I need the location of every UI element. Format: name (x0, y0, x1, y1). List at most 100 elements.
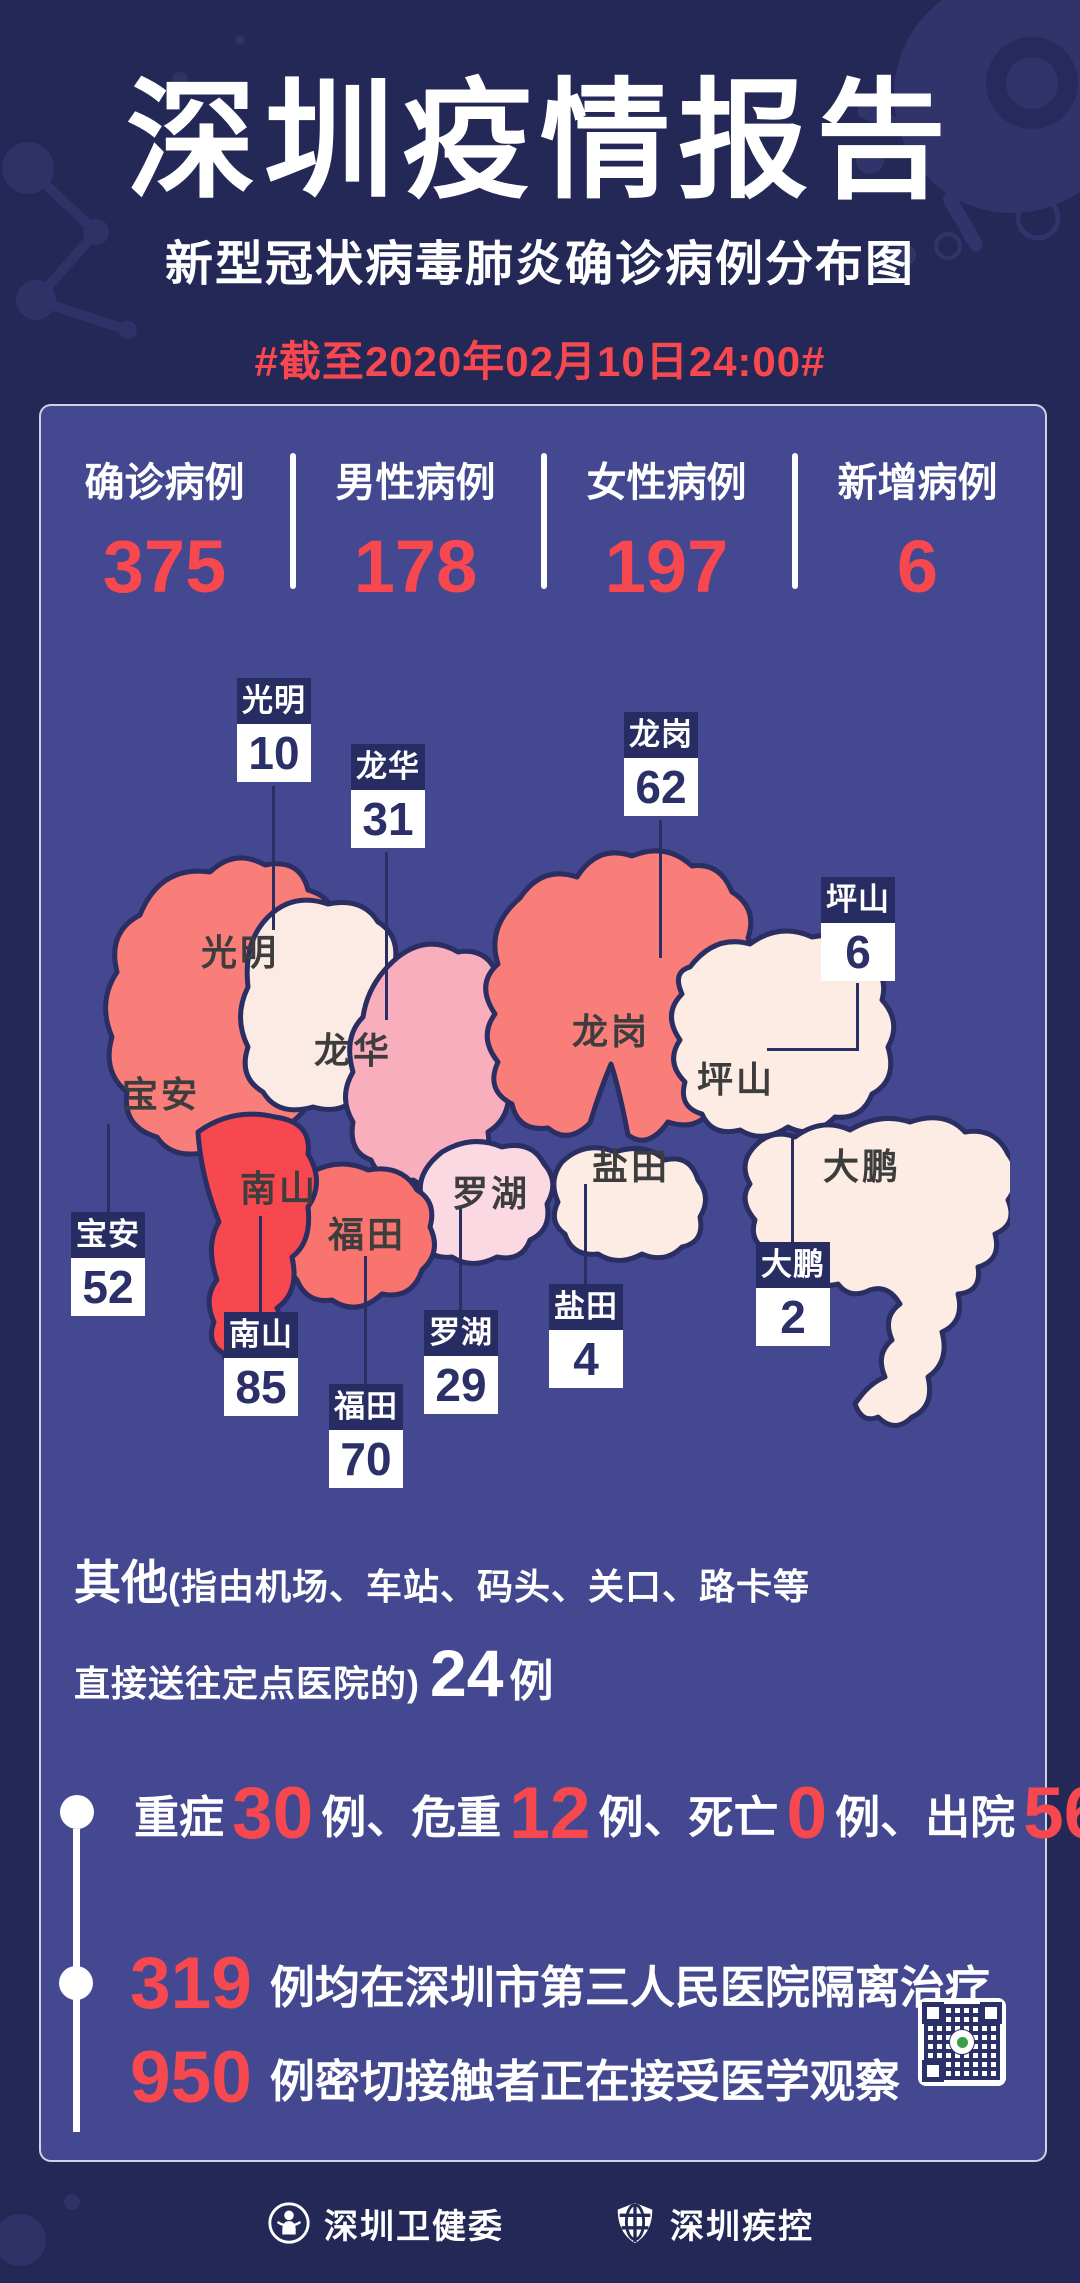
callout-district-name: 龙岗 (624, 712, 698, 758)
map-label-longgang: 龙岗 (571, 1011, 651, 1052)
severity-value: 56 (1023, 1772, 1080, 1854)
callout-longhua: 龙华 31 (351, 744, 425, 848)
map-label-futian: 福田 (327, 1214, 407, 1255)
callout-district-name: 龙华 (351, 744, 425, 790)
callout-line-pingshan-horizontal (767, 1048, 859, 1051)
callout-district-name: 坪山 (821, 877, 895, 923)
map-label-yantian: 盐田 (591, 1146, 671, 1187)
callout-case-count: 2 (756, 1288, 830, 1346)
callout-line-longgang (659, 820, 662, 958)
severity-suffix: 例、 (835, 1791, 926, 1843)
severity-summary-row: 重症 30 例、 危重 12 例、 死亡 0 例、 出院 56 例 (134, 1772, 1080, 1854)
stat-divider (792, 453, 798, 589)
hospital-summary-row: 319 例均在深圳市第三人民医院隔离治疗 (130, 1942, 990, 2024)
callout-district-name: 盐田 (549, 1284, 623, 1330)
org-name: 深圳卫健委 (324, 2207, 504, 2246)
callout-line-baoan (107, 1124, 110, 1212)
others-unit: 例 (509, 1657, 554, 1706)
callout-case-count: 52 (71, 1258, 145, 1316)
others-paren-line1: (指由机场、车站、码头、关口、路卡等 (168, 1566, 810, 1607)
callout-luohu: 罗湖 29 (424, 1310, 498, 1414)
map-label-longhua: 龙华 (313, 1030, 393, 1071)
callout-line-pingshan (856, 983, 859, 1050)
hospital-text: 例均在深圳市第三人民医院隔离治疗 (269, 1961, 990, 2013)
stat-new: 新增病例 6 (792, 424, 1043, 634)
shenzhen-district-map (103, 848, 1010, 1428)
severity-label: 危重 (411, 1791, 502, 1843)
callout-line-nanshan (259, 1216, 262, 1312)
callout-district-name: 福田 (329, 1384, 403, 1430)
hospital-count: 319 (130, 1942, 252, 2024)
callout-district-name: 大鹏 (756, 1242, 830, 1288)
org-cdc: 深圳疾控 (612, 2199, 814, 2248)
stat-label: 新增病例 (837, 461, 998, 505)
map-label-guangming: 光明 (200, 932, 280, 973)
callout-yantian: 盐田 4 (549, 1284, 623, 1388)
qr-finder-icon (980, 2002, 1002, 2024)
others-prefix: 其他 (74, 1556, 168, 1609)
stat-value: 178 (353, 525, 478, 608)
timeline-bullet-1 (60, 1795, 94, 1829)
stat-value: 375 (102, 525, 227, 608)
timeline-bullet-2 (59, 1966, 93, 2000)
qr-finder-icon (922, 2060, 944, 2082)
callout-line-futian (364, 1256, 367, 1384)
stat-divider (290, 453, 296, 589)
stat-value: 197 (604, 525, 729, 608)
callout-nanshan: 南山 85 (224, 1312, 298, 1416)
callout-case-count: 31 (351, 790, 425, 848)
observation-count: 950 (130, 2036, 252, 2118)
district-pingshan (669, 928, 897, 1139)
callout-baoan: 宝安 52 (71, 1212, 145, 1316)
stat-divider (541, 453, 547, 589)
callout-case-count: 6 (821, 923, 895, 981)
severity-suffix: 例、 (598, 1791, 689, 1843)
map-label-baoan: 宝安 (121, 1074, 201, 1115)
qr-center-logo-icon (949, 2029, 975, 2055)
observation-text: 例密切接触者正在接受医学观察 (269, 2055, 900, 2107)
map-label-dapeng: 大鹏 (822, 1146, 902, 1187)
map-label-nanshan: 南山 (239, 1168, 319, 1209)
callout-case-count: 85 (224, 1358, 298, 1416)
map-label-pingshan: 坪山 (696, 1059, 776, 1100)
severity-label: 重症 (134, 1791, 225, 1843)
org-health-commission: 深圳卫健委 (266, 2199, 504, 2248)
org-name: 深圳疾控 (670, 2207, 814, 2246)
stat-label: 确诊病例 (84, 461, 245, 505)
callout-case-count: 10 (237, 724, 311, 782)
health-commission-logo-icon (268, 2202, 310, 2244)
observation-summary-row: 950 例密切接触者正在接受医学观察 (130, 2036, 900, 2118)
callout-futian: 福田 70 (329, 1384, 403, 1488)
callout-pingshan: 坪山 6 (821, 877, 895, 981)
page-title: 深圳疫情报告 (125, 68, 954, 214)
severity-value: 12 (509, 1772, 591, 1854)
callout-line-guangming (272, 786, 275, 930)
qr-finder-icon (922, 2002, 944, 2024)
callout-district-name: 光明 (237, 678, 311, 724)
cdc-shield-logo-icon (617, 2202, 653, 2244)
others-paren-line2: 直接送往定点医院的) (74, 1663, 420, 1704)
severity-suffix: 例、 (321, 1791, 412, 1843)
report-date: #截至2020年02月10日24:00# (254, 338, 826, 385)
callout-case-count: 62 (624, 758, 698, 816)
callout-line-dapeng (791, 1138, 794, 1242)
stat-male: 男性病例 178 (290, 424, 541, 634)
others-note: 其他 (指由机场、车站、码头、关口、路卡等 直接送往定点医院的) 24 例 (74, 1544, 834, 1711)
severity-value: 0 (786, 1772, 828, 1854)
callout-district-name: 南山 (224, 1312, 298, 1358)
page-subtitle: 新型冠状病毒肺炎确诊病例分布图 (164, 238, 915, 291)
map-label-luohu: 罗湖 (451, 1173, 531, 1214)
stat-label: 女性病例 (586, 461, 747, 505)
qr-code (918, 1998, 1006, 2086)
callout-guangming: 光明 10 (237, 678, 311, 782)
others-value: 24 (430, 1636, 504, 1710)
stat-value: 6 (896, 525, 939, 608)
stat-confirmed: 确诊病例 375 (39, 424, 290, 634)
callout-line-yantian (584, 1184, 587, 1284)
callout-line-luohu (459, 1208, 462, 1310)
district-yantian (551, 1145, 708, 1263)
callout-case-count: 4 (549, 1330, 623, 1388)
severity-value: 30 (232, 1772, 314, 1854)
callout-district-name: 宝安 (71, 1212, 145, 1258)
